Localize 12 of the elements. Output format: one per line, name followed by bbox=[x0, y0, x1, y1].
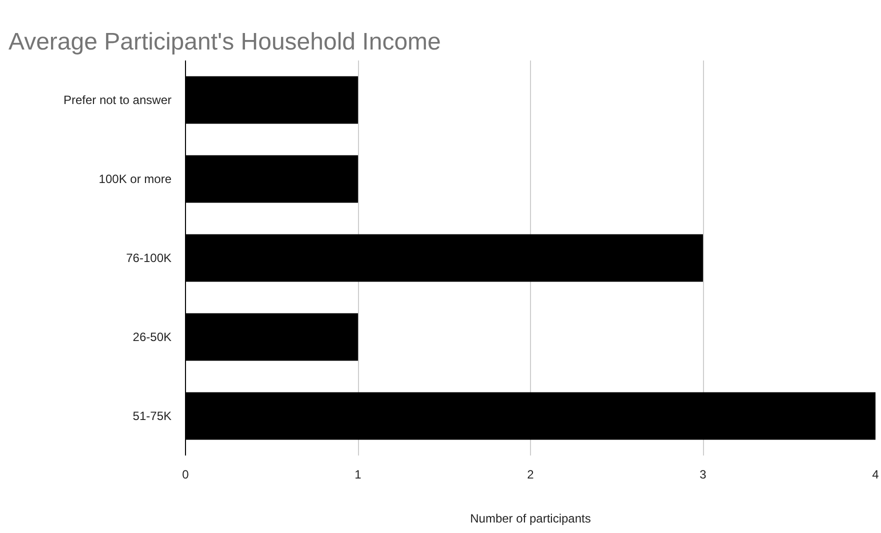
y-tick-label: 100K or more bbox=[98, 172, 172, 186]
x-tick-label: 1 bbox=[354, 468, 362, 482]
y-tick-label: 76-100K bbox=[126, 251, 172, 265]
x-axis-title: Number of participants bbox=[470, 512, 591, 526]
x-tick-label: 4 bbox=[872, 468, 880, 482]
y-tick-label: 51-75K bbox=[132, 409, 172, 423]
chart-title: Average Participant's Household Income bbox=[8, 28, 441, 56]
x-tick-label: 3 bbox=[700, 468, 707, 482]
y-tick-label: Prefer not to answer bbox=[63, 93, 172, 107]
x-tick-label: 0 bbox=[182, 468, 190, 482]
x-tick-label: 2 bbox=[527, 468, 534, 482]
y-tick-label: 26-50K bbox=[132, 330, 172, 344]
